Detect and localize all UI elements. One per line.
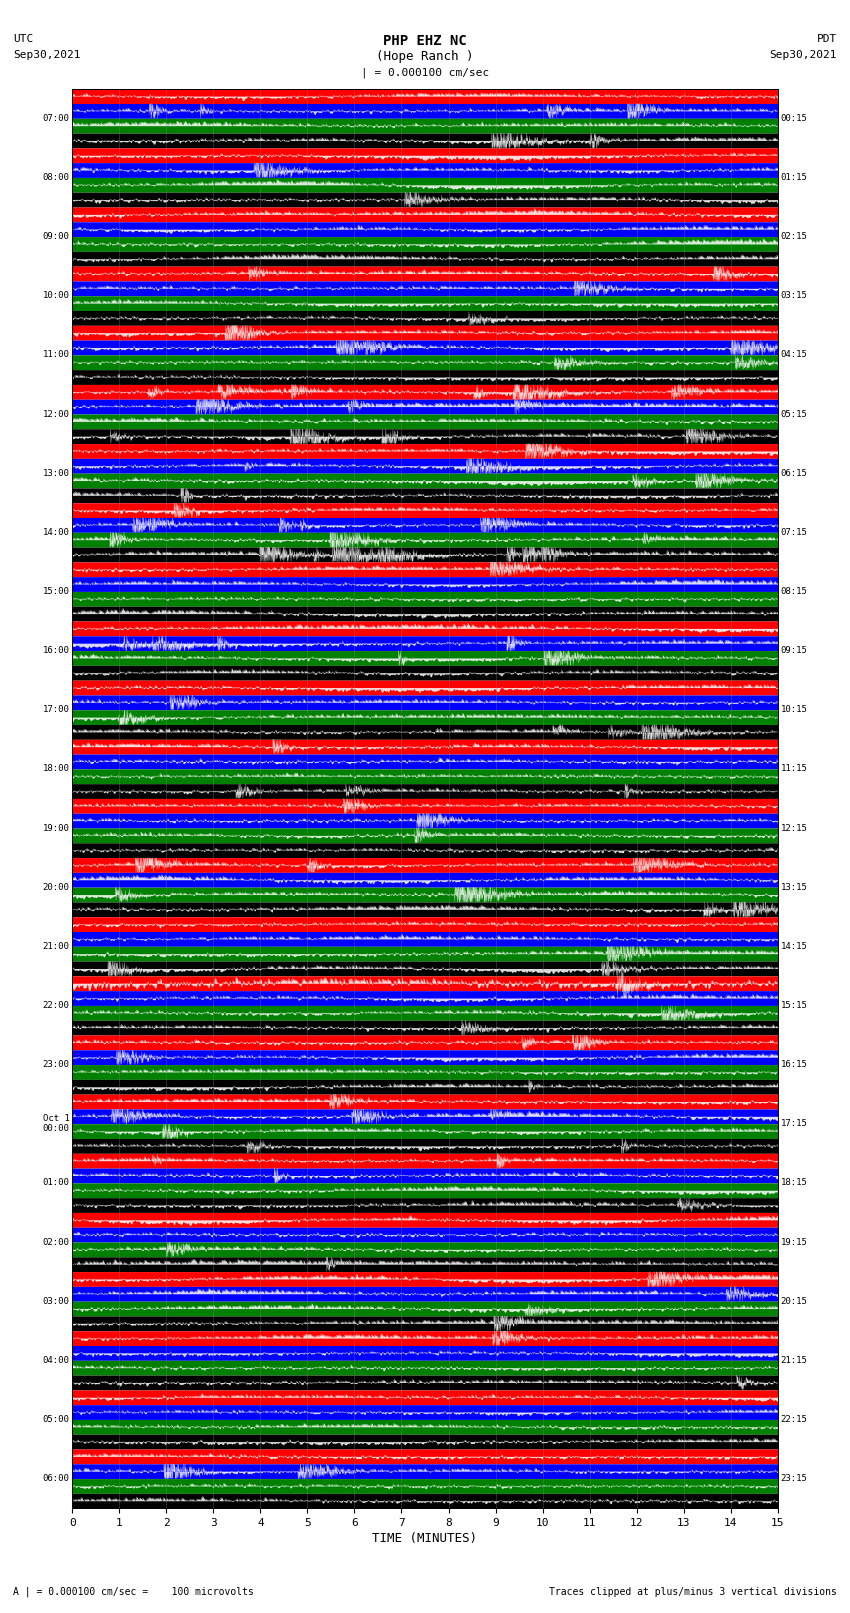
Text: | = 0.000100 cm/sec: | = 0.000100 cm/sec bbox=[361, 68, 489, 79]
Text: Sep30,2021: Sep30,2021 bbox=[770, 50, 837, 60]
Text: Sep30,2021: Sep30,2021 bbox=[13, 50, 80, 60]
Text: Traces clipped at plus/minus 3 vertical divisions: Traces clipped at plus/minus 3 vertical … bbox=[549, 1587, 837, 1597]
Text: PDT: PDT bbox=[817, 34, 837, 44]
X-axis label: TIME (MINUTES): TIME (MINUTES) bbox=[372, 1532, 478, 1545]
Text: UTC: UTC bbox=[13, 34, 33, 44]
Text: (Hope Ranch ): (Hope Ranch ) bbox=[377, 50, 473, 63]
Text: PHP EHZ NC: PHP EHZ NC bbox=[383, 34, 467, 48]
Text: A | = 0.000100 cm/sec =    100 microvolts: A | = 0.000100 cm/sec = 100 microvolts bbox=[13, 1586, 253, 1597]
